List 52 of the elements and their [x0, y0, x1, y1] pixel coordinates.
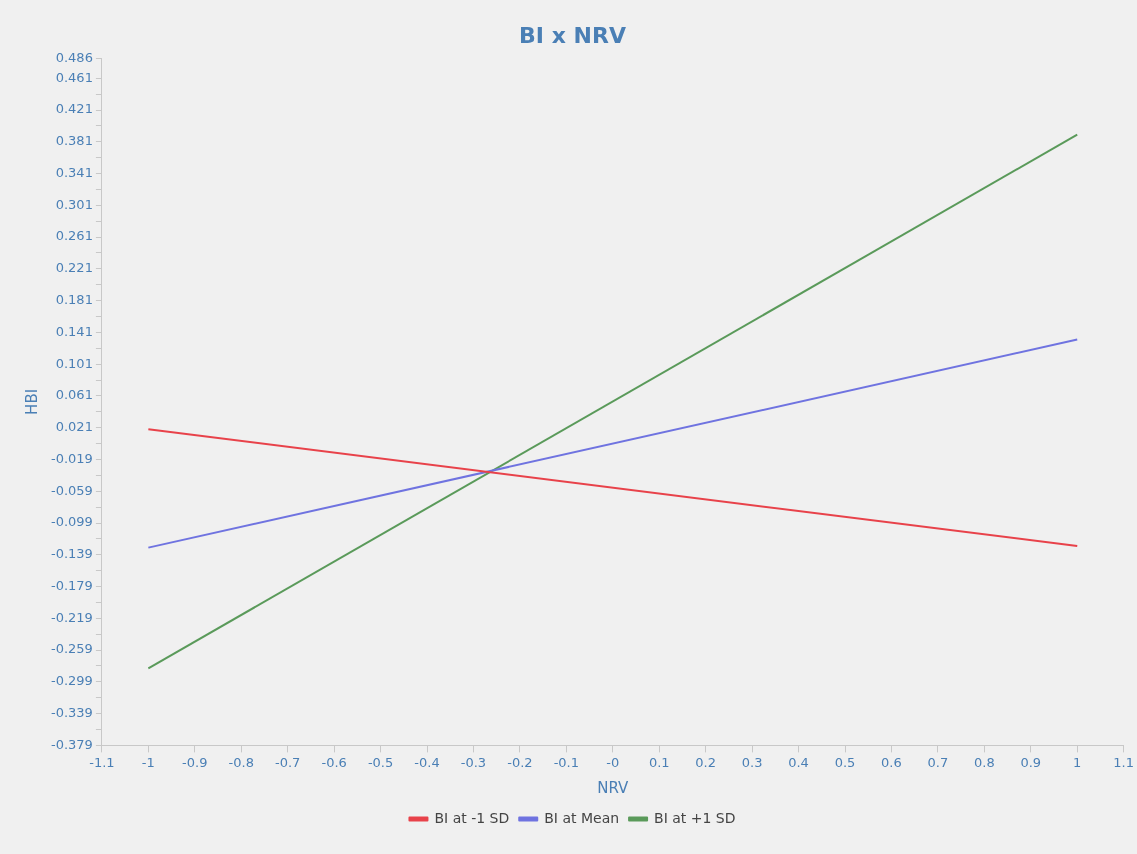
y-axis-title: HBI — [22, 388, 41, 415]
y-tick-label: -0.059 — [50, 482, 93, 498]
x-tick-label: -0.4 — [414, 754, 440, 770]
x-tick-label: -0.9 — [182, 754, 208, 770]
y-tick-label: -0.259 — [50, 641, 93, 657]
legend-label: BI at +1 SD — [654, 809, 736, 826]
x-tick-label: -0 — [606, 754, 620, 770]
x-tick-label: 0.5 — [834, 754, 856, 770]
x-tick-label: 0.2 — [695, 754, 717, 770]
y-tick-label: 0.021 — [55, 419, 93, 435]
y-tick-label: -0.219 — [50, 609, 93, 625]
y-tick-label: -0.099 — [50, 514, 93, 530]
y-tick-label: -0.019 — [50, 450, 93, 466]
y-tick-label: -0.379 — [50, 736, 93, 752]
x-tick-label: -0.5 — [367, 754, 394, 770]
x-tick-label: -0.6 — [321, 754, 347, 770]
y-tick-label: 0.221 — [55, 260, 93, 276]
y-tick-label: 0.261 — [55, 228, 93, 244]
y-tick-label: 0.461 — [55, 69, 93, 85]
x-tick-label: 1.1 — [1113, 754, 1135, 770]
y-tick-label: 0.486 — [55, 49, 93, 65]
x-tick-label: 0.1 — [648, 754, 670, 770]
x-tick-label: 0.9 — [1020, 754, 1042, 770]
y-tick-label: -0.139 — [50, 546, 93, 562]
y-tick-label: 0.341 — [55, 164, 93, 180]
x-tick-label: 0.6 — [881, 754, 902, 770]
y-tick-label: 0.381 — [55, 133, 93, 149]
x-tick-label: 0.7 — [927, 754, 949, 770]
legend-label: BI at Mean — [544, 809, 620, 826]
x-tick-label: -0.2 — [507, 754, 533, 770]
y-tick-label: 0.061 — [55, 387, 93, 403]
x-tick-label: -0.3 — [460, 754, 487, 770]
y-tick-label: 0.301 — [55, 196, 93, 212]
chart-title: BI x NRV — [519, 22, 626, 48]
x-tick-label: -0.1 — [553, 754, 580, 770]
y-tick-label: 0.181 — [55, 292, 93, 308]
y-tick-label: -0.339 — [50, 705, 93, 721]
x-tick-label: 0.8 — [973, 754, 995, 770]
x-axis-title: NRV — [597, 778, 630, 797]
x-tick-label: -0.8 — [228, 754, 254, 770]
x-tick-label: -0.7 — [274, 754, 301, 770]
y-tick-label: 0.141 — [55, 323, 93, 339]
x-tick-label: 0.4 — [788, 754, 809, 770]
y-tick-label: 0.421 — [55, 101, 93, 117]
x-tick-label: 1 — [1073, 754, 1082, 770]
x-tick-label: -1.1 — [89, 754, 115, 770]
y-tick-label: -0.299 — [50, 673, 93, 689]
x-tick-label: 0.3 — [741, 754, 763, 770]
y-tick-label: -0.179 — [50, 577, 93, 593]
y-tick-label: 0.101 — [55, 355, 93, 371]
legend-label: BI at -1 SD — [434, 809, 510, 826]
x-tick-label: -1 — [141, 754, 155, 770]
